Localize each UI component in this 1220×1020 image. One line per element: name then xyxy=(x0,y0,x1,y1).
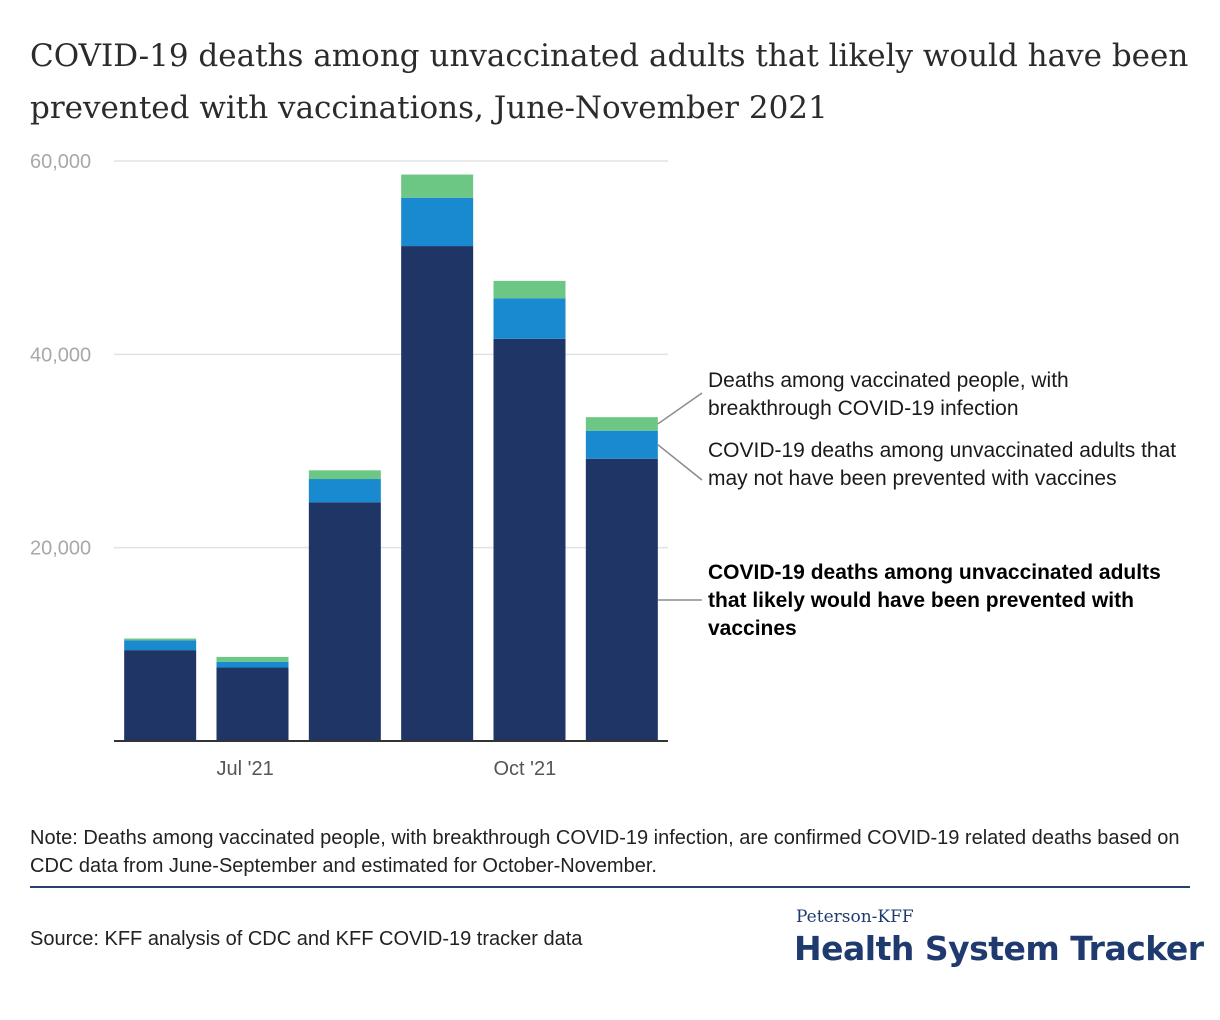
bar-segment-vaccinated xyxy=(401,174,474,198)
y-tick-label: 20,000 xyxy=(30,538,91,560)
divider xyxy=(30,886,1190,888)
leader-line-vaccinated xyxy=(657,392,703,425)
y-tick-label: 40,000 xyxy=(30,344,91,366)
bar-segment-vaccinated xyxy=(493,280,566,299)
bar-segment-not_prevented xyxy=(585,430,658,459)
bar-segment-not_prevented xyxy=(216,661,289,668)
bar-segment-not_prevented xyxy=(308,479,381,503)
y-tick-label: 60,000 xyxy=(30,151,91,173)
bar-segment-not_prevented xyxy=(493,298,566,339)
bar-segment-not_prevented xyxy=(124,640,197,651)
brand-tagline: Peterson-KFF xyxy=(796,907,914,927)
bar-segment-not_prevented xyxy=(401,197,474,247)
bar-segment-vaccinated xyxy=(585,417,658,431)
chart-note: Note: Deaths among vaccinated people, wi… xyxy=(30,827,1180,877)
bar-segment-prevented xyxy=(493,338,566,741)
bar-segment-prevented xyxy=(124,650,197,741)
bar-segment-prevented xyxy=(216,667,289,741)
bar-segment-prevented xyxy=(585,458,658,741)
leader-line-not-prevented xyxy=(657,444,703,481)
bar-segment-vaccinated xyxy=(124,638,197,641)
stacked-bar-chart: 20,000 40,000 60,000 Jul '21 Oct '21 xyxy=(30,151,703,780)
legend-prevented: COVID-19 deaths among unvaccinated adult… xyxy=(708,561,1161,640)
chart-title: COVID-19 deaths among unvaccinated adult… xyxy=(30,38,1189,126)
brand-logo: Health System Tracker xyxy=(794,929,1204,968)
legend-vaccinated: Deaths among vaccinated people, with bre… xyxy=(708,369,1069,420)
x-tick-label: Oct '21 xyxy=(494,758,557,780)
chart-source: Source: KFF analysis of CDC and KFF COVI… xyxy=(30,928,583,950)
bar-segment-vaccinated xyxy=(308,470,381,480)
x-tick-label: Jul '21 xyxy=(217,758,274,780)
bar-segment-prevented xyxy=(401,246,474,742)
legend-not-prevented: COVID-19 deaths among unvaccinated adult… xyxy=(708,439,1177,490)
bar-segment-prevented xyxy=(308,502,381,741)
bar-segment-vaccinated xyxy=(216,656,289,662)
